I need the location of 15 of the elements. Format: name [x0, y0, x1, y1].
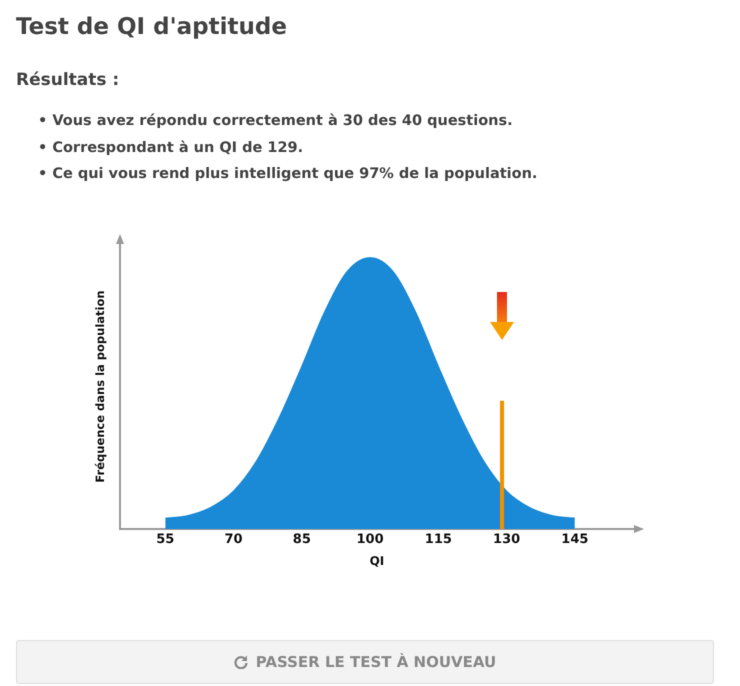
chart-title: Test de QI d'aptitude — [16, 14, 287, 40]
x-tick-label: 145 — [561, 532, 588, 548]
text: • Ce qui vous rend plus intelligent que 97% de la population. — [38, 165, 538, 184]
text: • Vous avez répondu correctement à 30 des 40 questions. — [38, 112, 514, 131]
y-axis-title: Fréquence dans la population — [92, 290, 107, 483]
x-tick-label: 70 — [224, 532, 243, 548]
x-tick-label: 85 — [292, 532, 311, 548]
x-tick-label: 130 — [493, 532, 520, 548]
chart-subtitle: Résultats : — [16, 70, 120, 90]
text: • Correspondant à un QI de 129. — [38, 138, 304, 158]
x-tick-label: 115 — [424, 532, 452, 548]
x-axis-title: QI — [370, 554, 384, 568]
text: PASSER LE TEST À NOUVEAU — [256, 653, 496, 671]
x-tick-label: 55 — [156, 532, 174, 548]
x-tick-label: 100 — [356, 532, 384, 548]
